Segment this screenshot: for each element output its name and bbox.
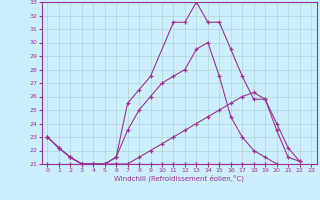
X-axis label: Windchill (Refroidissement éolien,°C): Windchill (Refroidissement éolien,°C): [114, 175, 244, 182]
